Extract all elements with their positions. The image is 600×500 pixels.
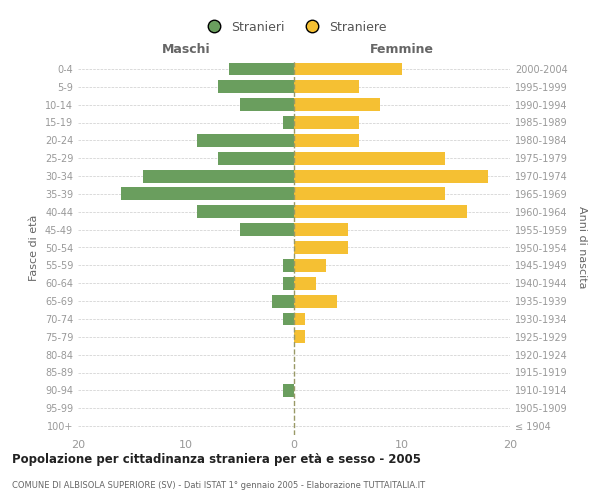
Bar <box>294 259 326 272</box>
Bar <box>218 80 294 93</box>
Bar <box>272 294 294 308</box>
Bar <box>294 223 348 236</box>
Bar <box>294 277 316 289</box>
Bar <box>294 62 402 76</box>
Bar <box>294 241 348 254</box>
Bar <box>294 330 305 343</box>
Text: Popolazione per cittadinanza straniera per età e sesso - 2005: Popolazione per cittadinanza straniera p… <box>12 452 421 466</box>
Bar <box>240 223 294 236</box>
Bar <box>294 170 488 182</box>
Y-axis label: Anni di nascita: Anni di nascita <box>577 206 587 289</box>
Bar <box>197 206 294 218</box>
Text: Maschi: Maschi <box>161 44 211 57</box>
Bar <box>283 384 294 397</box>
Y-axis label: Fasce di età: Fasce di età <box>29 214 39 280</box>
Legend: Stranieri, Straniere: Stranieri, Straniere <box>196 16 392 38</box>
Text: COMUNE DI ALBISOLA SUPERIORE (SV) - Dati ISTAT 1° gennaio 2005 - Elaborazione TU: COMUNE DI ALBISOLA SUPERIORE (SV) - Dati… <box>12 480 425 490</box>
Bar <box>294 188 445 200</box>
Bar <box>294 98 380 111</box>
Bar <box>294 294 337 308</box>
Bar <box>294 152 445 164</box>
Bar <box>240 98 294 111</box>
Bar <box>197 134 294 147</box>
Bar <box>294 80 359 93</box>
Bar <box>143 170 294 182</box>
Bar <box>294 312 305 326</box>
Bar <box>294 116 359 129</box>
Bar <box>283 116 294 129</box>
Bar <box>283 312 294 326</box>
Bar <box>121 188 294 200</box>
Bar <box>283 277 294 289</box>
Text: Femmine: Femmine <box>370 44 434 57</box>
Bar <box>218 152 294 164</box>
Bar <box>229 62 294 76</box>
Bar <box>294 206 467 218</box>
Bar <box>283 259 294 272</box>
Bar <box>294 134 359 147</box>
